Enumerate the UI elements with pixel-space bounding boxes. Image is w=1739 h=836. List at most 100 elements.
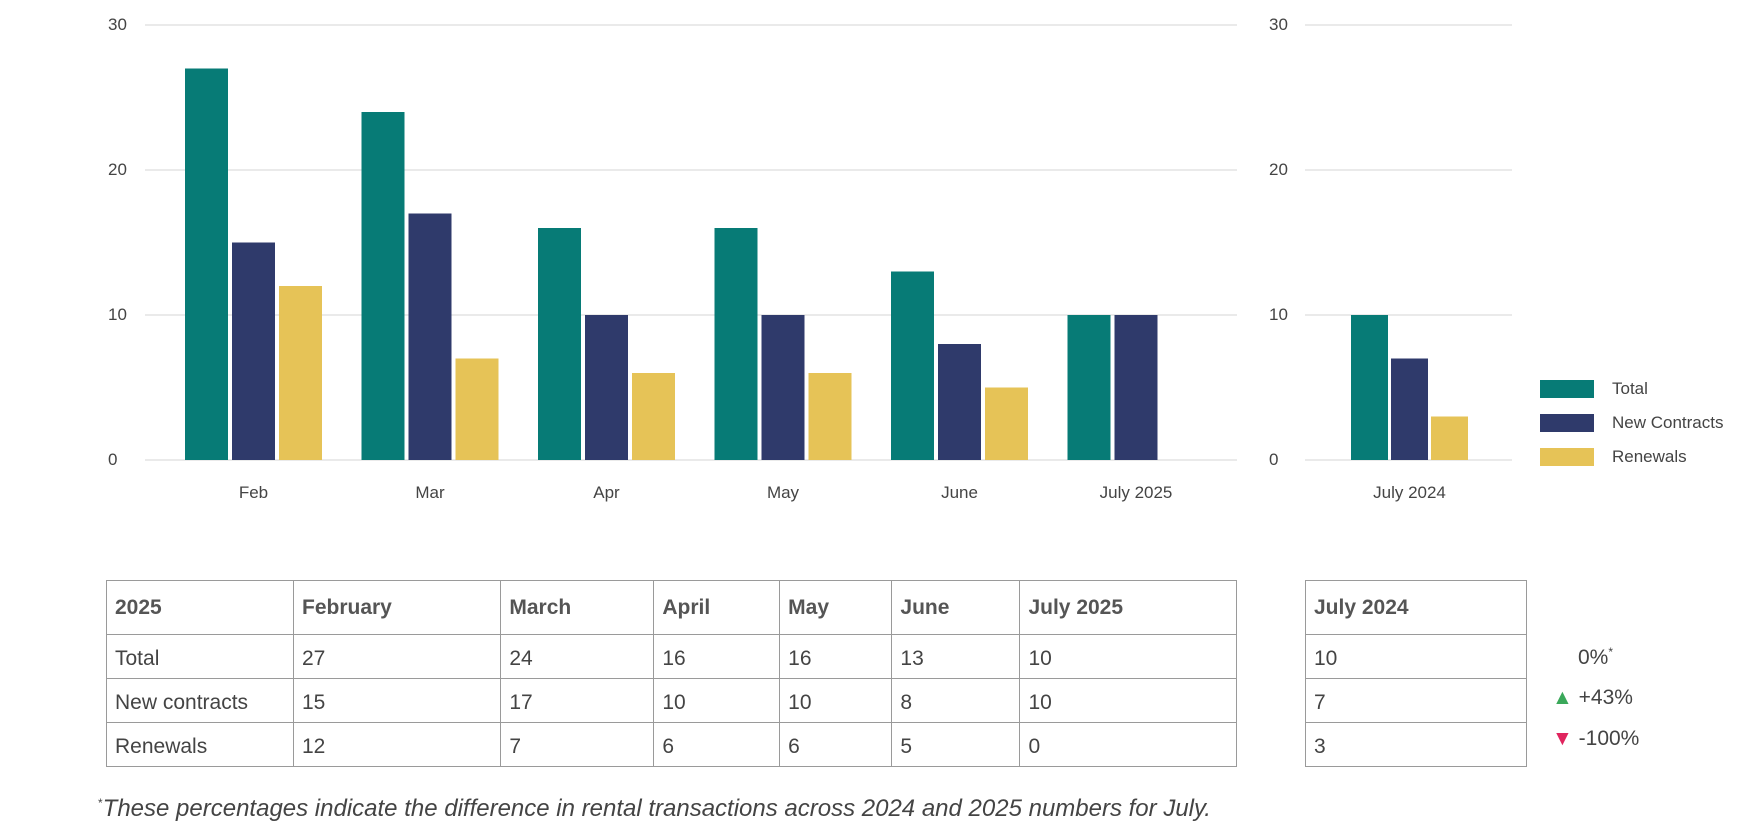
change-value: -100%: [1578, 727, 1640, 750]
table-row-new-contracts: 7: [1305, 678, 1527, 723]
bar: [632, 373, 675, 460]
bar: [455, 358, 499, 460]
y-tick-label: 10: [108, 305, 127, 324]
x-tick-label: June: [941, 483, 978, 502]
bar: [361, 112, 405, 460]
table-cell: 0: [1019, 722, 1237, 767]
y-tick-label: 30: [108, 15, 127, 34]
main-bar-chart: 0 10 20 30 Feb Mar Apr May June July 2025: [108, 15, 1237, 502]
table-row-total: Total 27 24 16 16 13 10: [106, 634, 1237, 679]
bar: [1067, 315, 1111, 460]
bar: [761, 315, 805, 460]
table-header-row: 2025 February March April May June July …: [106, 580, 1237, 635]
bar: [714, 228, 758, 460]
table-cell: 7: [500, 722, 655, 767]
table-cell: 5: [891, 722, 1021, 767]
table-2025: 2025 February March April May June July …: [106, 580, 1237, 767]
table-row-new-contracts: New contracts 15 17 10 10 8 10: [106, 678, 1237, 723]
bar: [1431, 416, 1468, 460]
bar: [808, 373, 852, 460]
table-cell: 10: [1305, 634, 1527, 679]
legend-label-total: Total: [1612, 379, 1648, 398]
bar: [1351, 315, 1388, 460]
bar: [185, 68, 228, 460]
table-row-total: 10: [1305, 634, 1527, 679]
bar: [408, 213, 452, 460]
legend-swatch-total: [1540, 380, 1594, 398]
table-cell: Total: [106, 634, 294, 679]
table-cell: 16: [779, 634, 893, 679]
legend-label-renewals: Renewals: [1612, 447, 1687, 466]
table-cell: 13: [891, 634, 1021, 679]
table-cell: 8: [891, 678, 1021, 723]
legend-swatch-new-contracts: [1540, 414, 1594, 432]
table-cell: 10: [653, 678, 781, 723]
legend-item-total: Total: [1540, 372, 1723, 406]
x-tick-label: Feb: [239, 483, 268, 502]
table-cell: 12: [292, 722, 502, 767]
legend-label-new-contracts: New Contracts: [1612, 413, 1724, 432]
change-value: +43%: [1578, 686, 1633, 709]
footnote: *These percentages indicate the differen…: [98, 795, 1211, 823]
table-cell: New contracts: [106, 678, 294, 723]
table-cell: 6: [779, 722, 893, 767]
table-cell: Renewals: [106, 722, 294, 767]
legend-item-renewals: Renewals: [1540, 440, 1723, 474]
x-tick-label: Apr: [593, 483, 620, 502]
table-header-cell: 2025: [106, 580, 294, 635]
table-row-renewals: 3: [1305, 722, 1527, 767]
y-tick-label: 30: [1269, 15, 1288, 34]
bar: [938, 344, 981, 460]
table-cell: 10: [779, 678, 893, 723]
triangle-down-icon: ▼: [1552, 727, 1573, 750]
y-tick-label: 0: [108, 450, 117, 469]
bar: [585, 315, 628, 460]
change-renewals: ▼ -100%: [1552, 727, 1639, 751]
y-tick-label: 20: [108, 160, 127, 179]
bar: [891, 271, 934, 460]
change-value: 0%: [1578, 646, 1609, 669]
table-cell: 16: [653, 634, 781, 679]
table-cell: 10: [1019, 678, 1237, 723]
table-cell: 15: [292, 678, 502, 723]
table-header-cell: February: [292, 580, 502, 635]
table-header-row: July 2024: [1305, 580, 1527, 635]
chart-legend: Total New Contracts Renewals: [1540, 372, 1723, 474]
table-cell: 24: [500, 634, 655, 679]
bar: [279, 286, 322, 460]
x-tick-label: Mar: [415, 483, 445, 502]
bar: [985, 387, 1028, 460]
footnote-mark: *: [98, 796, 103, 810]
x-tick-label: July 2024: [1373, 483, 1446, 502]
table-cell: 3: [1305, 722, 1527, 767]
change-total: 0%*: [1578, 645, 1613, 670]
y-tick-label: 0: [1269, 450, 1278, 469]
table-header-cell: June: [891, 580, 1021, 635]
y-tick-label: 20: [1269, 160, 1288, 179]
table-header-cell: May: [779, 580, 893, 635]
bar: [1391, 358, 1428, 460]
triangle-up-icon: ▲: [1552, 686, 1573, 709]
change-new-contracts: ▲ +43%: [1552, 686, 1633, 710]
table-cell: 6: [653, 722, 781, 767]
july-2024-bar-chart: 0 10 20 30 July 2024: [1269, 15, 1512, 502]
legend-swatch-renewals: [1540, 448, 1594, 466]
table-cell: 10: [1019, 634, 1237, 679]
x-tick-label: July 2025: [1100, 483, 1173, 502]
bar: [232, 242, 275, 460]
table-header-cell: April: [653, 580, 781, 635]
table-header-cell: July 2024: [1305, 580, 1527, 635]
footnote-text: These percentages indicate the differenc…: [102, 795, 1211, 822]
x-tick-label: May: [767, 483, 800, 502]
table-cell: 27: [292, 634, 502, 679]
table-cell: 7: [1305, 678, 1527, 723]
y-tick-label: 10: [1269, 305, 1288, 324]
table-july-2024: July 2024 10 7 3: [1305, 580, 1527, 767]
change-note: *: [1608, 645, 1614, 659]
bar: [538, 228, 581, 460]
table-header-cell: March: [500, 580, 655, 635]
legend-item-new-contracts: New Contracts: [1540, 406, 1723, 440]
table-header-cell: July 2025: [1019, 580, 1237, 635]
table-cell: 17: [500, 678, 655, 723]
table-row-renewals: Renewals 12 7 6 6 5 0: [106, 722, 1237, 767]
